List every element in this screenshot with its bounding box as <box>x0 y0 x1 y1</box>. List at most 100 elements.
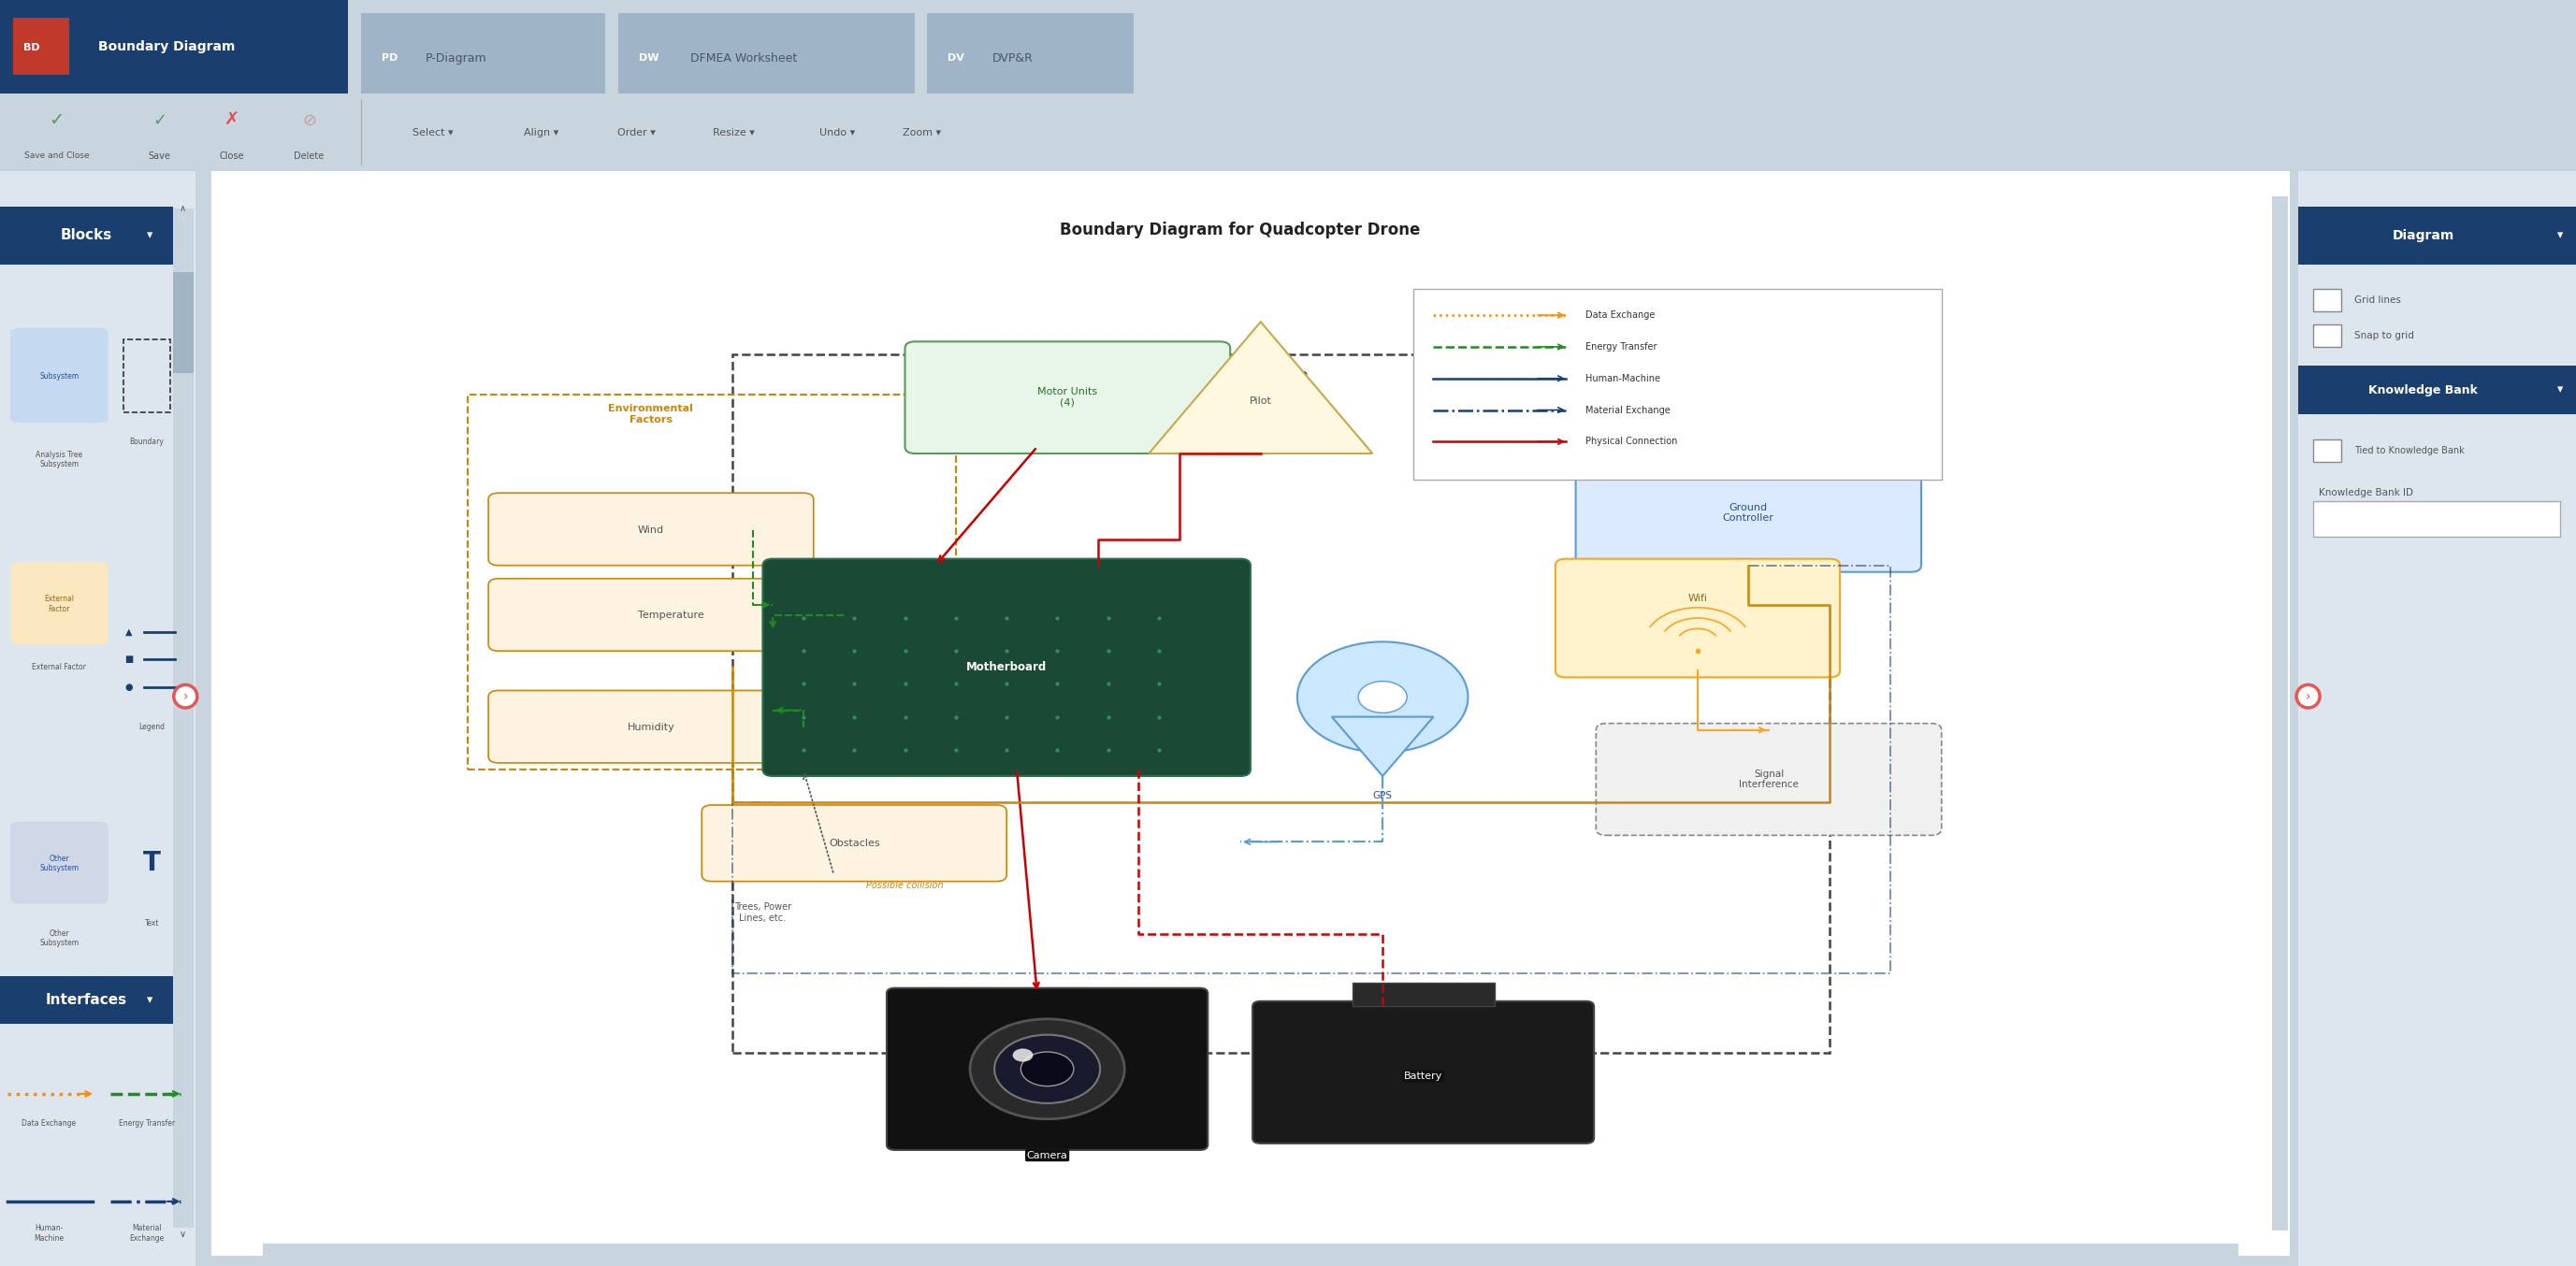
Bar <box>263 1243 2239 1256</box>
Bar <box>211 171 2290 1256</box>
Text: External Factor: External Factor <box>31 663 88 672</box>
Text: Close: Close <box>219 151 245 161</box>
Text: Subsystem: Subsystem <box>39 372 80 380</box>
Bar <box>2313 501 2561 537</box>
Text: ✓: ✓ <box>49 111 64 129</box>
Text: ●: ● <box>124 682 134 693</box>
Text: Motherboard: Motherboard <box>966 661 1046 672</box>
Text: Text: Text <box>144 919 160 928</box>
Bar <box>0 206 173 265</box>
Bar <box>2298 171 2576 1266</box>
Text: Knowledge Bank ID: Knowledge Bank ID <box>2318 487 2414 498</box>
FancyBboxPatch shape <box>10 822 108 904</box>
Text: Human-
Machine: Human- Machine <box>33 1224 64 1242</box>
Text: ▾: ▾ <box>147 994 152 1006</box>
Text: ✗: ✗ <box>224 111 240 129</box>
Text: Ground
Controller: Ground Controller <box>1723 503 1775 523</box>
Bar <box>1414 289 1942 480</box>
Bar <box>1352 982 1494 1006</box>
Bar <box>13 18 70 75</box>
Text: Battery: Battery <box>1404 1071 1443 1081</box>
Text: Other
Subsystem: Other Subsystem <box>39 929 80 947</box>
Text: ›: › <box>183 690 188 703</box>
Text: ▾: ▾ <box>2558 384 2563 396</box>
Text: Knowledge Bank: Knowledge Bank <box>2367 384 2478 396</box>
Bar <box>2313 324 2342 347</box>
Bar <box>618 13 914 94</box>
Text: Save and Close: Save and Close <box>23 152 90 160</box>
FancyBboxPatch shape <box>1556 558 1839 677</box>
Bar <box>732 354 1829 1052</box>
Text: Diagram: Diagram <box>2393 229 2455 242</box>
Bar <box>2313 439 2342 462</box>
Text: Boundary Diagram for Quadcopter Drone: Boundary Diagram for Quadcopter Drone <box>1061 222 1419 238</box>
Circle shape <box>994 1034 1100 1103</box>
FancyBboxPatch shape <box>1252 1001 1595 1143</box>
Text: ✓: ✓ <box>152 111 167 129</box>
Bar <box>469 394 956 770</box>
FancyBboxPatch shape <box>489 492 814 566</box>
Text: T: T <box>144 851 160 876</box>
Bar <box>0 976 173 1024</box>
Text: Possible collision: Possible collision <box>866 880 943 890</box>
Text: ⊘: ⊘ <box>301 111 317 129</box>
Text: Undo ▾: Undo ▾ <box>819 128 855 138</box>
Text: External
Factor: External Factor <box>44 595 75 613</box>
Bar <box>361 13 605 94</box>
Text: Snap to grid: Snap to grid <box>2354 330 2414 341</box>
Text: Select ▾: Select ▾ <box>412 128 453 138</box>
Text: ■: ■ <box>124 655 134 665</box>
Text: Grid lines: Grid lines <box>2354 295 2401 305</box>
Text: Save: Save <box>149 151 170 161</box>
Bar <box>0 171 196 1266</box>
Text: Obstacles: Obstacles <box>829 838 881 848</box>
Text: Camera: Camera <box>1028 1151 1069 1160</box>
Text: PD: PD <box>381 53 397 63</box>
Text: Trees, Power
Lines, etc.: Trees, Power Lines, etc. <box>734 903 791 923</box>
FancyBboxPatch shape <box>10 328 108 423</box>
Text: DV: DV <box>948 53 963 63</box>
Text: DW: DW <box>639 53 659 63</box>
Bar <box>2298 206 2576 265</box>
Text: Delete: Delete <box>294 151 325 161</box>
Circle shape <box>1358 681 1406 713</box>
Text: Signal
Interference: Signal Interference <box>1739 770 1798 790</box>
FancyBboxPatch shape <box>10 562 108 644</box>
Text: Human-Machine: Human-Machine <box>1587 373 1662 384</box>
FancyBboxPatch shape <box>886 987 1208 1150</box>
Text: P-Diagram: P-Diagram <box>425 52 487 65</box>
Text: Blocks: Blocks <box>59 228 113 243</box>
Text: ▾: ▾ <box>147 229 152 242</box>
Circle shape <box>1298 642 1468 752</box>
Text: Data Exchange: Data Exchange <box>21 1119 77 1128</box>
Text: Humidity: Humidity <box>626 723 675 732</box>
Text: Environmental
Factors: Environmental Factors <box>608 404 693 424</box>
Bar <box>0 0 348 94</box>
Circle shape <box>971 1019 1126 1119</box>
Text: ▲: ▲ <box>126 627 131 637</box>
Text: Wifi: Wifi <box>1687 594 1708 603</box>
Text: Resize ▾: Resize ▾ <box>714 128 755 138</box>
Circle shape <box>1012 1048 1033 1062</box>
Polygon shape <box>1149 322 1373 453</box>
Bar <box>2313 289 2342 311</box>
Text: Boundary Diagram: Boundary Diagram <box>98 41 234 53</box>
Text: GPS: GPS <box>1373 791 1394 800</box>
FancyBboxPatch shape <box>762 558 1249 776</box>
Polygon shape <box>1332 717 1432 776</box>
Text: Energy Transfer: Energy Transfer <box>118 1119 175 1128</box>
Text: Boundary: Boundary <box>129 438 165 447</box>
Text: Order ▾: Order ▾ <box>618 128 654 138</box>
Text: ∨: ∨ <box>180 1229 185 1239</box>
Text: Wind: Wind <box>639 525 665 534</box>
Bar <box>927 13 1133 94</box>
Text: Interfaces: Interfaces <box>46 993 126 1008</box>
Text: Temperature: Temperature <box>639 610 703 620</box>
Text: Motor Units
(4): Motor Units (4) <box>1038 387 1097 408</box>
Bar <box>2272 196 2287 1231</box>
FancyBboxPatch shape <box>489 579 855 651</box>
Text: Align ▾: Align ▾ <box>523 128 559 138</box>
Text: Other
Subsystem: Other Subsystem <box>39 855 80 872</box>
FancyBboxPatch shape <box>904 342 1231 453</box>
FancyBboxPatch shape <box>489 690 814 763</box>
